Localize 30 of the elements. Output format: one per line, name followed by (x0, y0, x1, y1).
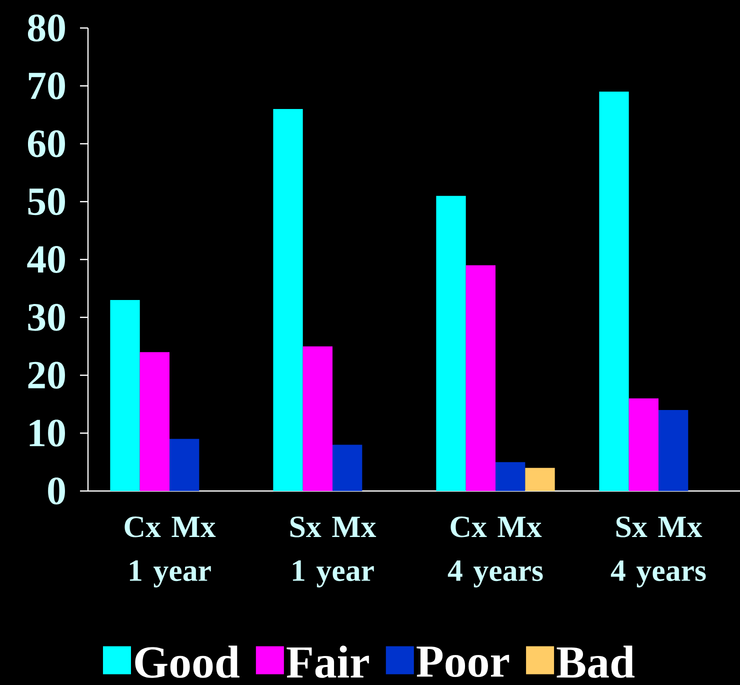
bar (628, 398, 659, 491)
legend-label: Bad (556, 646, 634, 678)
x-tick-label: Sx Mx 4 years (610, 516, 706, 588)
legend-label: Poor (416, 646, 510, 678)
y-tick-label: 80 (28, 14, 65, 42)
y-tick-label: 10 (30, 420, 65, 447)
y-tick-label: 70 (28, 72, 65, 100)
bar (496, 462, 526, 491)
y-tick-label: 30 (28, 304, 65, 331)
bar (140, 352, 170, 491)
y-tick-label: 20 (28, 362, 65, 389)
bar (525, 468, 555, 491)
bar (599, 92, 629, 491)
x-tick-label: Cx Mx 1 year (124, 516, 216, 588)
bar (658, 410, 688, 491)
y-tick-label: 60 (28, 130, 65, 158)
bar (436, 196, 466, 491)
bar (170, 438, 200, 491)
bar (302, 346, 333, 491)
bar (466, 265, 496, 491)
y-tick-label: 50 (28, 188, 65, 216)
y-tick-label: 40 (27, 246, 65, 273)
bar (273, 109, 303, 491)
x-tick-label: Cx Mx 4 years (448, 516, 543, 588)
legend-label: Good (135, 646, 240, 678)
y-tick-label: 0 (48, 478, 65, 504)
bar (332, 444, 362, 491)
x-tick-label: Sx Mx 1 year (290, 516, 376, 588)
bar (110, 300, 140, 491)
legend-label: Fair (286, 646, 369, 678)
